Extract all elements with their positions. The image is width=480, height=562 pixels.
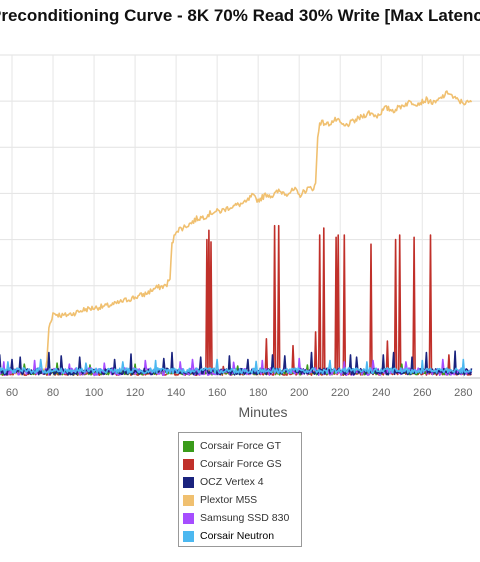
legend-item[interactable]: Corsair Force GT bbox=[183, 437, 301, 455]
legend-label: Samsung SSD 830 bbox=[200, 512, 290, 524]
legend-swatch bbox=[183, 494, 194, 506]
x-tick-label: 80 bbox=[47, 387, 59, 399]
legend-item[interactable]: Plextor M5S bbox=[183, 491, 301, 509]
x-tick-label: 60 bbox=[6, 387, 18, 399]
x-tick-label: 160 bbox=[208, 387, 226, 399]
legend-label: Corsair Force GS bbox=[200, 458, 282, 470]
x-tick-labels: 60 80 100 120 140 160 180 200 220 240 260 280 bbox=[6, 387, 473, 399]
x-tick-label: 140 bbox=[167, 387, 185, 399]
series-layer bbox=[0, 90, 473, 376]
x-tick-label: 220 bbox=[331, 387, 349, 399]
legend-item[interactable]: Corsair Neutron bbox=[183, 527, 301, 545]
legend-swatch bbox=[183, 530, 194, 542]
legend-item[interactable]: OCZ Vertex 4 bbox=[183, 473, 301, 491]
grid bbox=[0, 54, 480, 379]
legend-swatch bbox=[183, 458, 194, 470]
series-line-corsair-force-gs bbox=[0, 224, 472, 376]
legend-label: Corsair Neutron bbox=[200, 530, 275, 542]
x-tick-label: 240 bbox=[372, 387, 390, 399]
legend-label: Corsair Force GT bbox=[200, 440, 282, 452]
x-tick-label: 200 bbox=[290, 387, 308, 399]
x-axis-label: Minutes bbox=[238, 404, 287, 420]
legend-label: OCZ Vertex 4 bbox=[200, 476, 264, 488]
x-tick-label: 280 bbox=[454, 387, 472, 399]
series-line-corsair-neutron bbox=[0, 358, 473, 375]
legend-item[interactable]: Samsung SSD 830 bbox=[183, 509, 301, 527]
legend-swatch bbox=[183, 440, 194, 452]
series-line-plextor-m5s bbox=[0, 90, 473, 376]
x-tick-label: 120 bbox=[126, 387, 144, 399]
legend-item[interactable]: Corsair Force GS bbox=[183, 455, 301, 473]
x-tick-label: 260 bbox=[413, 387, 431, 399]
x-tick-label: 180 bbox=[249, 387, 267, 399]
chart-title: Preconditioning Curve - 8K 70% Read 30% … bbox=[0, 6, 480, 25]
chart-title-container: Preconditioning Curve - 8K 70% Read 30% … bbox=[0, 6, 480, 30]
legend-label: Plextor M5S bbox=[200, 494, 258, 506]
x-tick-label: 100 bbox=[85, 387, 103, 399]
legend: Corsair Force GT Corsair Force GS OCZ Vert… bbox=[178, 432, 302, 547]
legend-swatch bbox=[183, 476, 194, 488]
legend-swatch bbox=[183, 512, 194, 524]
